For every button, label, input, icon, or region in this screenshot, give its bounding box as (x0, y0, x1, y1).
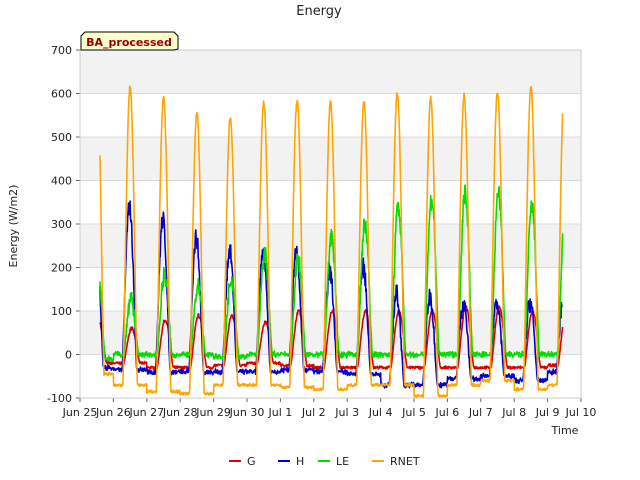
x-tick-label: Jul 2 (301, 406, 326, 419)
y-tick-label: 400 (51, 175, 72, 188)
y-tick-label: -100 (47, 392, 72, 405)
x-tick-label: Jul 9 (535, 406, 560, 419)
legend-label-le: LE (336, 455, 349, 468)
y-tick-label: 200 (51, 262, 72, 275)
series-lines (99, 85, 564, 399)
x-tick-label: Jun 29 (195, 406, 231, 419)
y-tick-label: 300 (51, 218, 72, 231)
legend-label-h: H (296, 455, 304, 468)
x-tick-label: Jul 8 (501, 406, 526, 419)
x-tick-label: Jun 26 (95, 406, 131, 419)
badge-box (80, 31, 179, 51)
legend: G H LE RNET (229, 455, 420, 468)
badge-label: BA_processed (86, 36, 172, 49)
y-tick-label: 0 (65, 349, 72, 362)
x-tick-label: Jun 30 (229, 406, 265, 419)
y-tick-label: 500 (51, 131, 72, 144)
y-tick-label: 700 (51, 44, 72, 57)
y-tick-label: 100 (51, 305, 72, 318)
series-line-g (99, 305, 564, 370)
plot-frame (79, 49, 582, 399)
x-tick-label: Jul 3 (334, 406, 359, 419)
x-tick-label: Jul 7 (468, 406, 493, 419)
legend-label-rnet: RNET (390, 455, 420, 468)
plot-band (80, 137, 581, 181)
series-line-rnet (99, 85, 564, 399)
legend-label-g: G (247, 455, 256, 468)
processed-badge: BA_processed (80, 31, 179, 51)
x-tick-label: Jul 6 (435, 406, 460, 419)
x-tick-label: Jul 1 (268, 406, 293, 419)
y-axis-label: Energy (W/m2) (7, 185, 20, 268)
series-line-le (99, 184, 564, 363)
x-tick-label: Jun 28 (162, 406, 198, 419)
y-tick-label: 600 (51, 88, 72, 101)
x-tick-label: Jun 25 (62, 406, 98, 419)
x-tick-label: Jul 5 (401, 406, 426, 419)
chart-title: Energy (296, 4, 342, 19)
x-tick-label: Jul 10 (565, 406, 597, 419)
plot-band (80, 50, 581, 94)
x-tick-label: Jun 27 (128, 406, 164, 419)
series-line-h (99, 200, 564, 389)
x-tick-label: Jul 4 (368, 406, 393, 419)
x-axis-label: Time (551, 424, 579, 437)
